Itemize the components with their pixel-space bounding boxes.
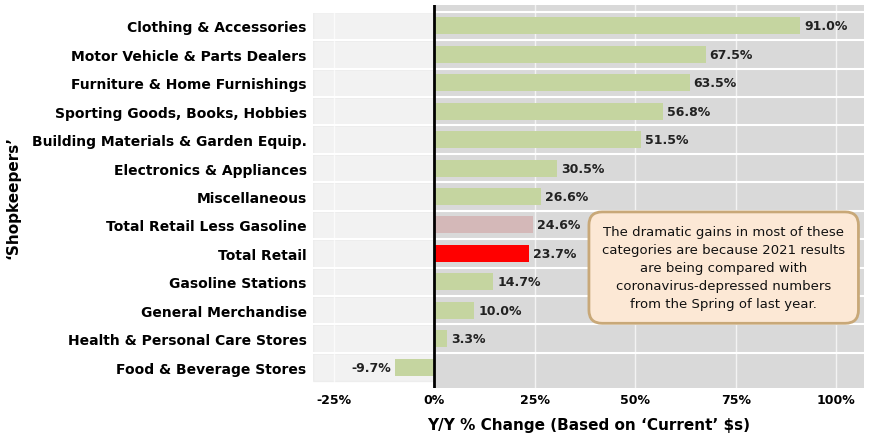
Bar	[313, 155, 864, 183]
Text: 23.7%: 23.7%	[533, 247, 576, 260]
Bar	[313, 240, 864, 268]
Bar	[313, 13, 864, 41]
Bar	[434, 6, 864, 389]
Bar	[313, 211, 864, 240]
Bar	[313, 353, 864, 381]
Bar	[434, 302, 474, 319]
Text: -9.7%: -9.7%	[351, 361, 391, 374]
Text: 3.3%: 3.3%	[451, 332, 486, 346]
Text: 26.6%: 26.6%	[545, 191, 587, 204]
Bar	[434, 18, 799, 35]
Bar	[434, 217, 533, 234]
Text: 56.8%: 56.8%	[666, 106, 709, 118]
Bar	[434, 188, 541, 205]
Bar	[313, 126, 864, 155]
Bar	[434, 47, 705, 64]
Bar	[313, 41, 864, 69]
Text: 63.5%: 63.5%	[693, 77, 736, 90]
Text: 91.0%: 91.0%	[803, 20, 846, 33]
Bar	[434, 103, 662, 120]
Bar	[313, 268, 864, 297]
Bar	[313, 183, 864, 211]
Bar	[434, 245, 529, 262]
Bar	[313, 69, 864, 98]
Text: 14.7%: 14.7%	[497, 276, 541, 289]
Bar	[313, 240, 864, 268]
Bar	[313, 98, 864, 126]
Bar	[313, 297, 864, 325]
Text: The dramatic gains in most of these
categories are because 2021 results
are bein: The dramatic gains in most of these cate…	[601, 226, 845, 311]
Text: 24.6%: 24.6%	[536, 219, 580, 232]
Bar	[313, 155, 864, 183]
Bar	[313, 211, 864, 240]
Bar	[313, 69, 864, 98]
Bar	[313, 183, 864, 211]
Bar	[434, 132, 640, 149]
Bar	[395, 359, 434, 376]
Bar	[313, 325, 864, 353]
Y-axis label: ‘Shopkeepers’: ‘Shopkeepers’	[5, 136, 21, 258]
Bar	[313, 297, 864, 325]
Text: 10.0%: 10.0%	[478, 304, 521, 317]
Text: 51.5%: 51.5%	[645, 134, 688, 147]
Bar	[313, 126, 864, 155]
Bar	[313, 325, 864, 353]
Text: 30.5%: 30.5%	[561, 162, 603, 175]
X-axis label: Y/Y % Change (Based on ‘Current’ $s): Y/Y % Change (Based on ‘Current’ $s)	[427, 417, 750, 432]
Bar	[434, 75, 689, 92]
Bar	[313, 13, 864, 41]
Bar	[313, 353, 864, 381]
Bar	[434, 160, 556, 177]
Bar	[313, 98, 864, 126]
Bar	[313, 268, 864, 297]
Bar	[313, 41, 864, 69]
Bar	[434, 330, 447, 347]
Text: 67.5%: 67.5%	[709, 49, 753, 62]
Bar	[434, 274, 493, 291]
